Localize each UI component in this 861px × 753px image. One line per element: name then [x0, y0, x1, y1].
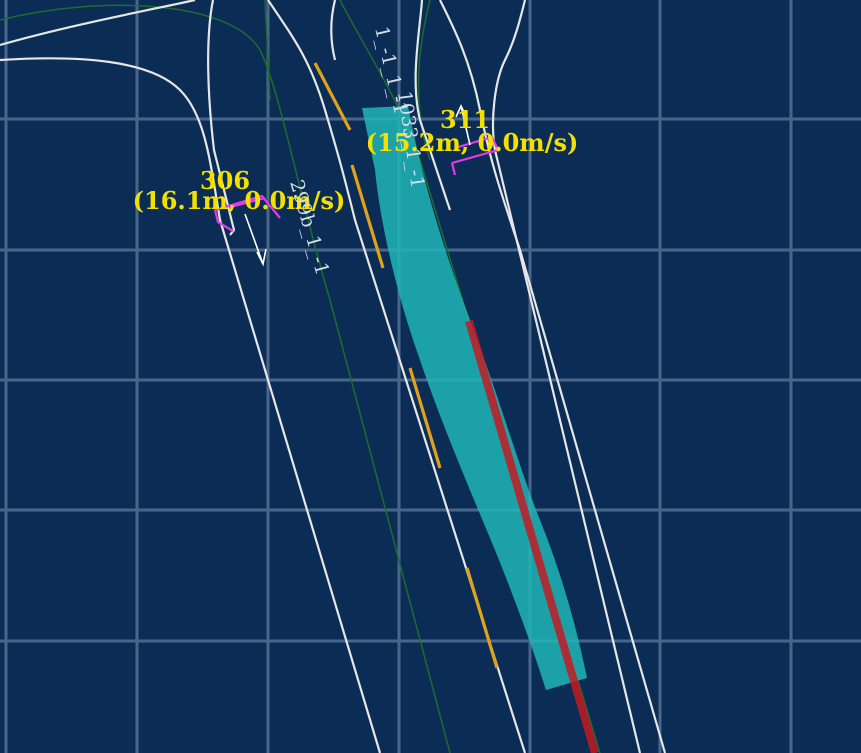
obstacle-info: (16.1m, 0.0m/s) — [133, 186, 346, 215]
obstacle-info: (15.2m, 0.0m/s) — [366, 128, 579, 157]
yellow-dash — [408, 367, 442, 469]
lane-boundary — [267, 0, 527, 753]
lane-center-line — [0, 4, 451, 753]
lane-boundary — [330, 0, 337, 61]
obstacle-box — [450, 135, 500, 176]
lane-boundary — [414, 0, 452, 211]
obstacle-box — [213, 194, 281, 232]
obstacle-id: 306 — [200, 166, 250, 195]
lane-boundary — [0, 0, 196, 47]
obstacle-id: 311 — [440, 105, 490, 134]
lane-boundary — [0, 57, 382, 753]
yellow-dashes — [313, 62, 499, 669]
obstacle-306[interactable]: 306 (16.1m, 0.0m/s) — [133, 166, 346, 267]
lane-boundary — [491, 0, 642, 753]
yellow-dash — [313, 62, 352, 131]
obstacle-311[interactable]: 311 (15.2m, 0.0m/s) — [366, 104, 579, 176]
yellow-dash — [350, 164, 385, 269]
lane-boundary — [439, 0, 667, 753]
lane-center-line — [264, 0, 271, 101]
lane-center-line — [417, 0, 431, 161]
reference-line — [465, 319, 599, 753]
yellow-dash — [465, 567, 499, 669]
heading-arrow-icon — [244, 213, 267, 267]
lane-boundaries — [0, 0, 667, 753]
heading-arrow-icon — [455, 104, 471, 146]
lane-boundary — [207, 0, 236, 236]
